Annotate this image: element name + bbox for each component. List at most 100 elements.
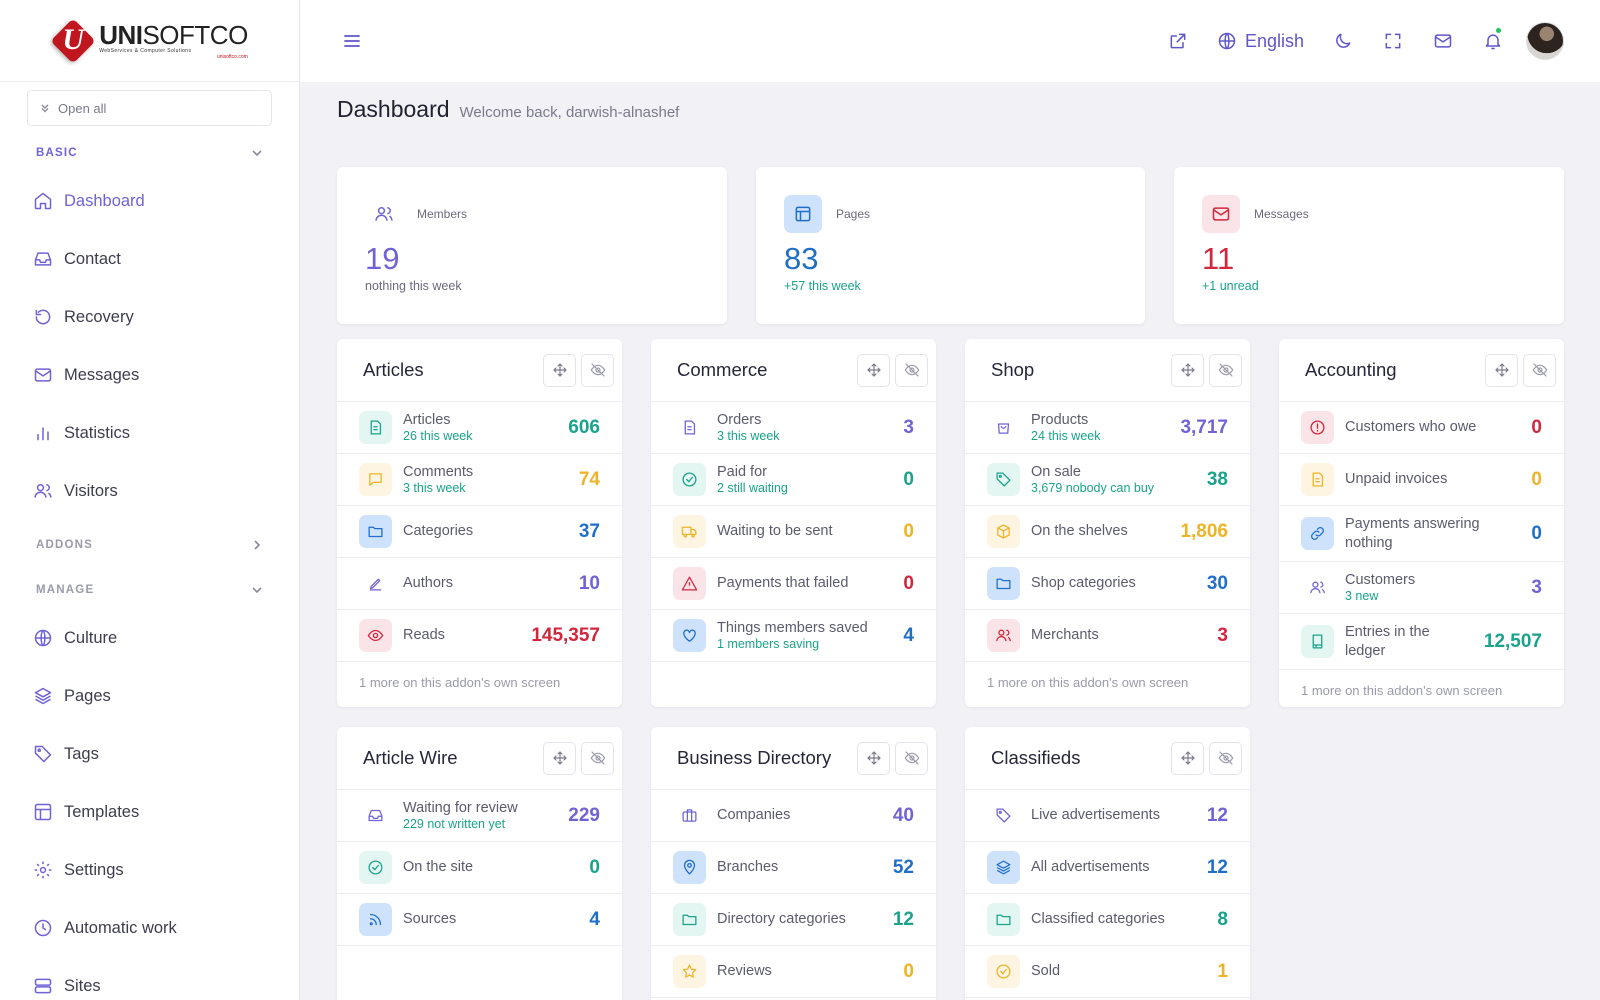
language-selector[interactable]: English <box>1217 31 1304 52</box>
message-square-icon <box>359 463 392 496</box>
list-item[interactable]: Things members saved 1 members saving 4 <box>651 610 936 662</box>
hide-card-button[interactable] <box>581 741 614 775</box>
list-item[interactable]: Sold 1 <box>965 946 1250 998</box>
eye-off-icon <box>904 363 919 377</box>
sidebar-item-dashboard[interactable]: Dashboard <box>0 172 299 230</box>
list-item[interactable]: Entries in the ledger 12,507 <box>1279 614 1564 670</box>
hide-card-button[interactable] <box>581 353 614 387</box>
hide-card-button[interactable] <box>1209 741 1242 775</box>
sidebar-item-recovery[interactable]: Recovery <box>0 288 299 346</box>
hide-card-button[interactable] <box>1523 353 1556 387</box>
list-item[interactable]: Unpaid invoices 0 <box>1279 454 1564 506</box>
list-item[interactable]: Customers 3 new 3 <box>1279 562 1564 614</box>
list-item[interactable]: Payments that failed 0 <box>651 558 936 610</box>
sidebar-item-visitors[interactable]: Visitors <box>0 462 299 520</box>
file-text-icon <box>359 411 392 444</box>
sidebar-item-pages[interactable]: Pages <box>0 667 299 725</box>
card-title: Article Wire <box>363 747 458 768</box>
sidebar-item-automatic-work[interactable]: Automatic work <box>0 899 299 957</box>
list-item[interactable]: Reads 145,357 <box>337 610 622 662</box>
move-card-button[interactable] <box>857 353 890 387</box>
menu-toggle-icon[interactable] <box>340 29 364 53</box>
move-card-button[interactable] <box>1485 353 1518 387</box>
sidebar-item-statistics[interactable]: Statistics <box>0 404 299 462</box>
move-card-button[interactable] <box>1171 741 1204 775</box>
list-item[interactable]: Comments 3 this week 74 <box>337 454 622 506</box>
list-item[interactable]: Authors 10 <box>337 558 622 610</box>
open-all-button[interactable]: Open all <box>27 90 272 126</box>
hide-card-button[interactable] <box>895 353 928 387</box>
list-item[interactable]: Categories 37 <box>337 506 622 558</box>
list-item[interactable]: Products 24 this week 3,717 <box>965 402 1250 454</box>
sidebar-item-contact[interactable]: Contact <box>0 230 299 288</box>
bar-chart-icon <box>32 422 54 444</box>
sidebar: U UNISOFTCO WebServices & Computer Solut… <box>0 0 300 1000</box>
sidebar-item-sites[interactable]: Sites <box>0 957 299 1000</box>
row-value: 145,357 <box>531 624 600 646</box>
list-item[interactable]: Reviews 0 <box>651 946 936 998</box>
card-articles: Articles Articles 26 this week 606 Commen… <box>337 339 622 707</box>
messages-button[interactable] <box>1418 18 1468 64</box>
list-item[interactable]: Sources 4 <box>337 894 622 946</box>
link-icon <box>1301 517 1334 550</box>
list-item[interactable]: Live advertisements 12 <box>965 790 1250 842</box>
move-icon <box>866 363 881 377</box>
move-card-button[interactable] <box>857 741 890 775</box>
move-card-button[interactable] <box>543 353 576 387</box>
list-item[interactable]: Waiting to be sent 0 <box>651 506 936 558</box>
sidebar-item-templates[interactable]: Templates <box>0 783 299 841</box>
list-item[interactable]: Directory categories 12 <box>651 894 936 946</box>
card-shop: Shop Products 24 this week 3,717 On sale 3… <box>965 339 1250 707</box>
brand-logo[interactable]: U UNISOFTCO WebServices & Computer Solut… <box>0 0 299 82</box>
fullscreen-button[interactable] <box>1368 18 1418 64</box>
notifications-button[interactable] <box>1468 18 1518 64</box>
list-item[interactable]: Branches 52 <box>651 842 936 894</box>
home-icon <box>32 190 54 212</box>
alert-circle-icon <box>1301 411 1334 444</box>
list-item[interactable]: On the shelves 1,806 <box>965 506 1250 558</box>
row-value: 12,507 <box>1483 630 1542 652</box>
list-item[interactable]: Companies 40 <box>651 790 936 842</box>
folder-icon <box>987 903 1020 936</box>
stat-sub: nothing this week <box>365 279 462 293</box>
list-item[interactable]: Paid for 2 still waiting 0 <box>651 454 936 506</box>
list-item[interactable]: Waiting for review 229 not written yet 22… <box>337 790 622 842</box>
external-link-button[interactable] <box>1153 18 1203 64</box>
list-item[interactable]: Orders 3 this week 3 <box>651 402 936 454</box>
star-icon <box>673 955 706 988</box>
list-item[interactable]: All advertisements 12 <box>965 842 1250 894</box>
list-item[interactable]: Customers who owe 0 <box>1279 402 1564 454</box>
box-icon <box>987 515 1020 548</box>
row-value: 0 <box>1531 522 1542 544</box>
row-value: 10 <box>578 572 600 594</box>
move-card-button[interactable] <box>1171 353 1204 387</box>
welcome-text: Welcome back, darwish-alnashef <box>459 104 680 121</box>
sidebar-item-settings[interactable]: Settings <box>0 841 299 899</box>
section-basic[interactable]: BASIC <box>0 138 299 168</box>
list-item[interactable]: Shop categories 30 <box>965 558 1250 610</box>
list-item[interactable]: On the site 0 <box>337 842 622 894</box>
list-item[interactable]: Classified categories 8 <box>965 894 1250 946</box>
list-item[interactable]: Articles 26 this week 606 <box>337 402 622 454</box>
sidebar-item-culture[interactable]: Culture <box>0 609 299 667</box>
stat-card-pages: Pages 83 +57 this week <box>756 167 1145 324</box>
check-circle-icon <box>673 463 706 496</box>
section-addons[interactable]: ADDONS <box>0 530 299 560</box>
list-item[interactable]: Payments answering nothing 0 <box>1279 506 1564 562</box>
move-card-button[interactable] <box>543 741 576 775</box>
list-item[interactable]: On sale 3,679 nobody can buy 38 <box>965 454 1250 506</box>
hide-card-button[interactable] <box>1209 353 1242 387</box>
sidebar-item-tags[interactable]: Tags <box>0 725 299 783</box>
briefcase-icon <box>673 799 706 832</box>
external-link-icon <box>1170 33 1186 49</box>
move-icon <box>1494 363 1509 377</box>
user-avatar[interactable] <box>1526 22 1564 60</box>
dark-mode-button[interactable] <box>1318 18 1368 64</box>
list-item[interactable]: Merchants 3 <box>965 610 1250 662</box>
inbox-icon <box>32 248 54 270</box>
section-manage[interactable]: MANAGE <box>0 575 299 605</box>
sidebar-item-messages[interactable]: Messages <box>0 346 299 404</box>
folder-icon <box>987 567 1020 600</box>
hide-card-button[interactable] <box>895 741 928 775</box>
tag-icon <box>987 799 1020 832</box>
